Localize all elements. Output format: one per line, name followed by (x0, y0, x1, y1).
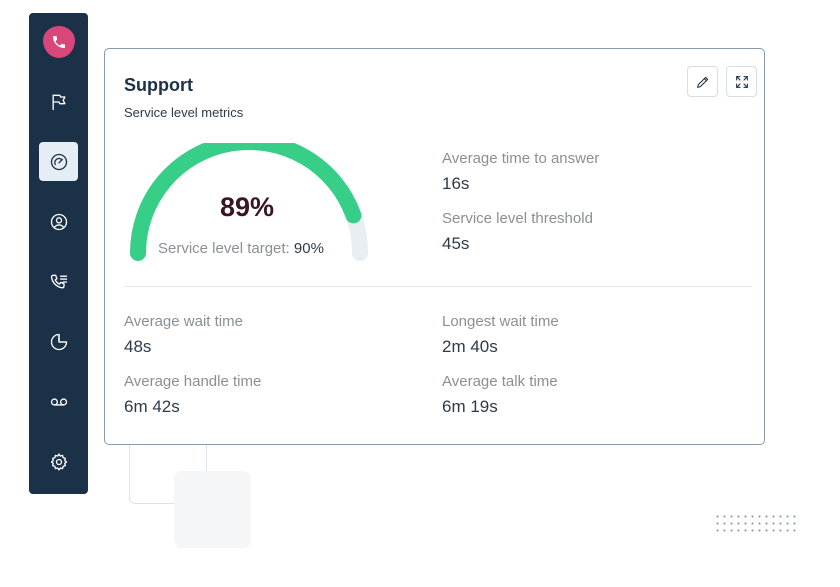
phone-logo-icon[interactable] (43, 26, 75, 58)
divider (124, 286, 752, 287)
metric-label-longest-wait: Longest wait time (442, 313, 559, 330)
expand-button[interactable] (726, 66, 757, 97)
metric-value-avg-handle: 6m 42s (124, 397, 180, 416)
service-level-card: Support Service level metrics 89% Servic… (104, 48, 765, 445)
sidebar-item-calls[interactable] (39, 262, 78, 301)
metric-value-avg-wait: 48s (124, 337, 152, 356)
sidebar-item-reports[interactable] (39, 322, 78, 361)
metric-value-longest-wait: 2m 40s (442, 337, 498, 356)
decorative-dots (714, 513, 800, 535)
metric-value-threshold: 45s (442, 234, 470, 253)
user-circle-icon (50, 213, 67, 230)
phone-list-icon (50, 274, 67, 288)
gauge-icon (50, 153, 67, 170)
metric-label-avg-handle: Average handle time (124, 373, 262, 390)
pie-chart-icon (50, 333, 67, 350)
sidebar-item-settings[interactable] (39, 442, 78, 481)
gear-icon (50, 452, 67, 471)
metric-label-threshold: Service level threshold (442, 210, 593, 227)
sidebar-item-flag[interactable] (39, 82, 78, 121)
service-level-gauge (130, 143, 368, 261)
metric-label-avg-talk: Average talk time (442, 373, 558, 390)
gauge-target-label: Service level target: (158, 240, 290, 257)
card-title: Support (124, 75, 193, 95)
voicemail-icon (50, 397, 67, 406)
gauge-value: 89% (220, 192, 275, 222)
sidebar (29, 13, 88, 494)
card-subtitle: Service level metrics (124, 105, 244, 120)
pencil-icon (696, 76, 708, 88)
phone-icon (53, 36, 65, 48)
edit-button[interactable] (687, 66, 718, 97)
gauge-target: Service level target: 90% (158, 240, 324, 257)
metric-value-avg-answer: 16s (442, 174, 470, 193)
metric-label-avg-answer: Average time to answer (442, 150, 600, 167)
sidebar-item-voicemail[interactable] (39, 382, 78, 421)
flag-icon (52, 94, 65, 110)
sidebar-item-dashboard[interactable] (39, 142, 78, 181)
decorative-square (174, 471, 251, 548)
metric-label-avg-wait: Average wait time (124, 313, 243, 330)
gauge-fill (130, 143, 362, 261)
metric-value-avg-talk: 6m 19s (442, 397, 498, 416)
expand-icon (735, 75, 748, 88)
sidebar-item-contacts[interactable] (39, 202, 78, 241)
gauge-target-value: 90% (293, 240, 324, 257)
